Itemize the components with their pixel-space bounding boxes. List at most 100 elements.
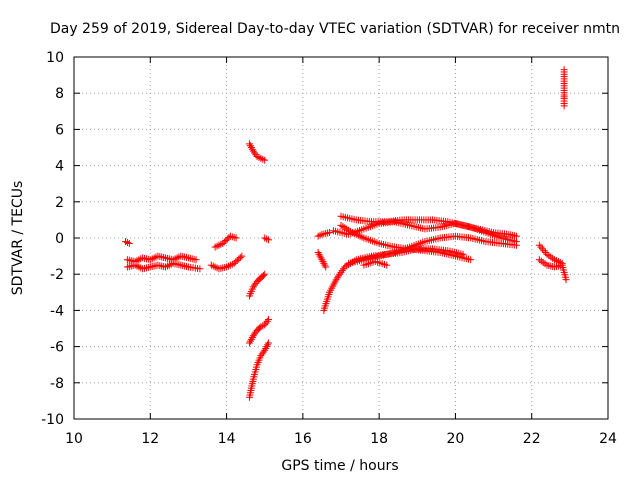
data-point	[326, 229, 334, 237]
y-axis-label: SDTVAR / TECUs	[10, 181, 26, 296]
data-point	[337, 268, 345, 276]
x-tick-label: 14	[218, 431, 236, 447]
chart-title: Day 259 of 2019, Sidereal Day-to-day VTE…	[50, 21, 620, 37]
data-point	[265, 339, 273, 347]
data-point	[321, 261, 329, 269]
data-point	[537, 243, 545, 251]
data-point	[235, 255, 243, 263]
plot-frame	[73, 56, 609, 420]
data-point	[322, 263, 330, 271]
data-point	[314, 248, 322, 256]
x-axis-label: GPS time / hours	[281, 458, 398, 474]
data-point	[246, 337, 254, 345]
y-tick-label: -8	[50, 376, 64, 392]
data-point	[259, 348, 267, 356]
data-point	[121, 238, 129, 246]
data-point	[316, 252, 324, 260]
y-tick-label: -2	[50, 267, 64, 283]
y-tick-label: 8	[55, 86, 64, 102]
data-point	[238, 252, 246, 260]
data-point	[261, 156, 269, 164]
data-point	[230, 233, 238, 241]
data-point	[150, 254, 158, 262]
data-point	[562, 276, 570, 284]
data-point	[248, 334, 256, 342]
data-point	[233, 256, 241, 264]
data-point	[257, 352, 265, 360]
data-point	[125, 239, 133, 247]
data-point	[135, 263, 143, 271]
data-point	[223, 235, 231, 243]
data-point	[165, 261, 173, 269]
data-point	[262, 319, 270, 327]
data-point	[247, 335, 255, 343]
data-point	[230, 259, 238, 267]
y-tick-label: -4	[50, 303, 64, 319]
data-point	[123, 239, 131, 247]
data-point	[222, 237, 230, 245]
x-tick-label: 12	[141, 431, 159, 447]
data-point	[263, 343, 271, 351]
data-point	[173, 254, 181, 262]
data-point	[261, 321, 269, 329]
data-point	[317, 254, 325, 262]
data-point	[319, 258, 327, 266]
data-point	[540, 247, 548, 255]
data-point	[211, 263, 219, 271]
x-tick-label: 24	[599, 431, 617, 447]
data-point	[560, 102, 568, 110]
data-point	[232, 234, 240, 242]
data-point	[251, 149, 259, 157]
x-tick-label: 18	[370, 431, 388, 447]
data-point	[135, 256, 143, 264]
data-point	[383, 261, 391, 269]
data-point	[220, 238, 228, 246]
data-points	[121, 66, 570, 401]
y-tick-label: -6	[50, 340, 64, 356]
data-point	[261, 270, 269, 278]
data-point	[512, 241, 520, 249]
y-tick-label: 2	[55, 195, 64, 211]
data-point	[265, 315, 273, 323]
data-point	[261, 346, 269, 354]
data-point	[245, 140, 253, 148]
data-point	[232, 258, 240, 266]
data-point	[262, 344, 270, 352]
x-tick-label: 20	[447, 431, 465, 447]
data-point	[247, 144, 255, 151]
data-point	[263, 317, 271, 325]
data-point	[318, 256, 326, 264]
data-point	[248, 145, 256, 153]
data-point	[219, 239, 227, 247]
data-point	[467, 256, 475, 264]
x-tick-label: 10	[65, 431, 83, 447]
data-point	[258, 350, 266, 358]
data-point	[261, 234, 269, 242]
data-point	[265, 236, 273, 244]
data-point	[334, 272, 342, 280]
data-point	[257, 154, 265, 162]
data-point	[215, 241, 223, 249]
data-point	[315, 250, 323, 258]
data-point	[338, 267, 346, 275]
grid-lines	[74, 57, 608, 419]
data-point	[249, 147, 257, 155]
x-tick-label: 16	[294, 431, 312, 447]
data-point	[196, 265, 204, 273]
data-point	[245, 339, 253, 347]
data-point	[251, 281, 259, 289]
data-point	[340, 265, 348, 273]
data-point	[541, 248, 549, 256]
data-point	[535, 241, 543, 249]
data-point	[249, 332, 257, 340]
data-point	[246, 142, 254, 150]
x-tick-label: 22	[523, 431, 541, 447]
data-point	[333, 274, 341, 282]
data-point	[264, 341, 272, 349]
data-point	[192, 256, 200, 264]
y-tick-label: -10	[41, 412, 64, 428]
y-tick-label: 6	[55, 122, 64, 138]
data-point	[538, 245, 546, 253]
